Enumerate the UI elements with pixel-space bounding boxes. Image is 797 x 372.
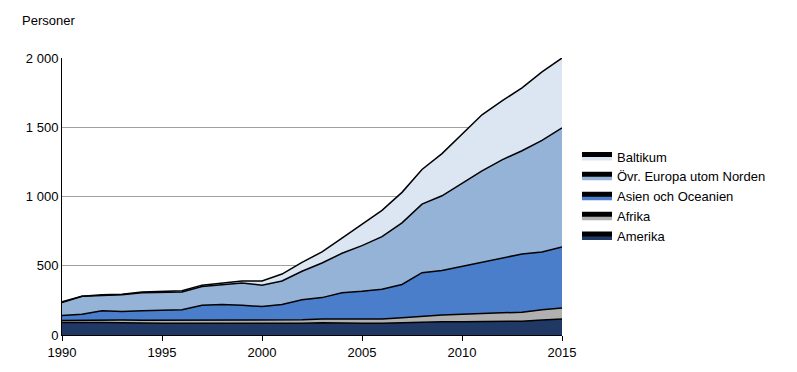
svg-text:Övr. Europa utom Norden: Övr. Europa utom Norden xyxy=(617,169,765,184)
svg-text:2005: 2005 xyxy=(348,345,377,360)
svg-text:0: 0 xyxy=(51,328,58,343)
svg-text:1990: 1990 xyxy=(48,345,77,360)
svg-text:Amerika: Amerika xyxy=(617,229,665,244)
svg-text:Afrika: Afrika xyxy=(617,209,651,224)
svg-text:500: 500 xyxy=(37,258,59,273)
svg-text:Personer: Personer xyxy=(22,13,75,28)
svg-text:2015: 2015 xyxy=(548,345,577,360)
svg-text:1 500: 1 500 xyxy=(26,120,59,135)
svg-text:1995: 1995 xyxy=(148,345,177,360)
svg-text:Baltikum: Baltikum xyxy=(617,150,667,165)
svg-text:2010: 2010 xyxy=(448,345,477,360)
svg-text:Asien och Oceanien: Asien och Oceanien xyxy=(617,189,733,204)
svg-text:1 000: 1 000 xyxy=(26,189,59,204)
svg-text:2 000: 2 000 xyxy=(26,51,59,66)
svg-text:2000: 2000 xyxy=(248,345,277,360)
